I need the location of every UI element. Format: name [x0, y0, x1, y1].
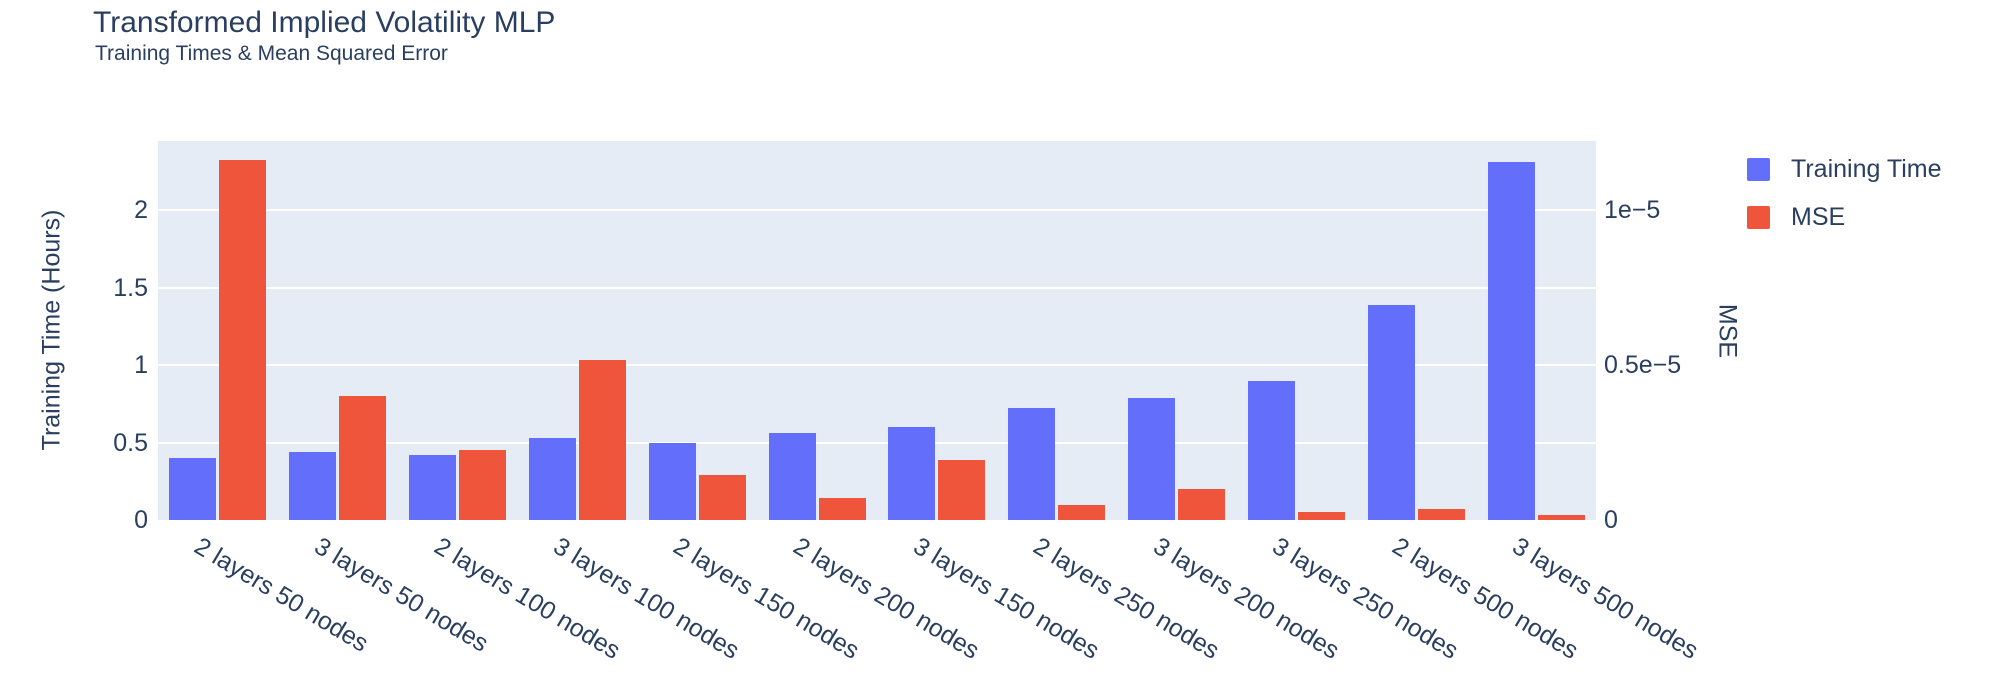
bar-mse[interactable] — [698, 475, 746, 520]
bar-mse[interactable] — [1417, 508, 1465, 520]
bar-mse[interactable] — [1058, 505, 1106, 520]
y-tick-label: 1.5 — [113, 273, 148, 302]
gridline — [158, 286, 1596, 289]
y2-tick-label: 0.5e−5 — [1604, 351, 1682, 379]
bar-mse[interactable] — [219, 160, 267, 520]
bar-mse[interactable] — [1537, 515, 1585, 520]
bar-training-time[interactable] — [888, 427, 936, 520]
gridline — [158, 364, 1596, 366]
plot-area — [158, 141, 1596, 520]
bar-training-time[interactable] — [768, 433, 816, 520]
bar-mse[interactable] — [1178, 489, 1226, 520]
legend-swatch — [1747, 158, 1770, 181]
bar-mse[interactable] — [1297, 511, 1345, 520]
legend-label: Training Time — [1791, 155, 1942, 183]
chart-title: Transformed Implied Volatility MLP — [93, 6, 556, 39]
bar-training-time[interactable] — [1247, 380, 1295, 520]
legend-item-training-time[interactable]: Training Time — [1747, 155, 1942, 184]
y-tick-label: 0.5 — [113, 428, 148, 457]
bar-training-time[interactable] — [289, 451, 337, 520]
gridline — [158, 209, 1596, 211]
chart-subtitle: Training Times & Mean Squared Error — [95, 42, 448, 65]
gridline — [158, 441, 1596, 444]
y-tick-label: 0 — [134, 506, 148, 534]
bar-mse[interactable] — [459, 450, 507, 520]
bar-mse[interactable] — [578, 360, 626, 520]
right-axis-title: MSE — [1713, 303, 1742, 359]
legend: Training Time MSE — [1747, 155, 1942, 251]
bar-mse[interactable] — [938, 459, 986, 520]
bar-training-time[interactable] — [1367, 304, 1415, 520]
left-axis-title: Training Time (Hours) — [37, 209, 66, 451]
bar-training-time[interactable] — [1487, 161, 1535, 520]
bar-training-time[interactable] — [409, 454, 457, 520]
bar-mse[interactable] — [818, 498, 866, 520]
y2-tick-label: 1e−5 — [1604, 196, 1661, 224]
y-tick-label: 1 — [134, 351, 148, 379]
y2-tick-label: 0 — [1604, 506, 1618, 534]
bar-training-time[interactable] — [1128, 397, 1176, 520]
bar-training-time[interactable] — [1008, 408, 1056, 520]
bar-training-time[interactable] — [528, 437, 576, 520]
bar-training-time[interactable] — [648, 442, 696, 520]
bar-mse[interactable] — [339, 396, 387, 520]
bar-training-time[interactable] — [169, 458, 217, 520]
legend-label: MSE — [1791, 203, 1846, 231]
y-tick-label: 2 — [134, 196, 148, 224]
legend-item-mse[interactable]: MSE — [1747, 203, 1942, 232]
legend-swatch — [1747, 206, 1770, 229]
